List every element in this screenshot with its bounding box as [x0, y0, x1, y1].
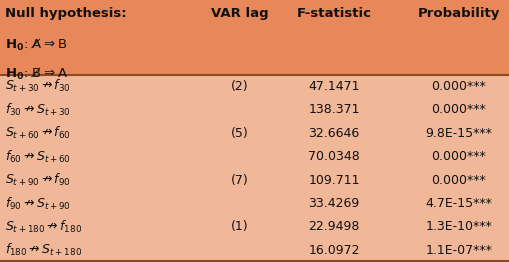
- Text: 16.0972: 16.0972: [308, 244, 359, 257]
- Text: $\mathbf{H_0}$: A$\not\Rightarrow$B: $\mathbf{H_0}$: A$\not\Rightarrow$B: [5, 37, 67, 53]
- Text: (7): (7): [231, 173, 248, 187]
- Text: 0.000***: 0.000***: [431, 173, 486, 187]
- Text: 0.000***: 0.000***: [431, 103, 486, 116]
- Text: VAR lag: VAR lag: [211, 7, 268, 20]
- Bar: [0, 239, 509, 262]
- Bar: [0, 0, 509, 75]
- Bar: [0, 122, 509, 145]
- Text: 22.9498: 22.9498: [308, 220, 359, 233]
- Text: 109.711: 109.711: [308, 173, 359, 187]
- Bar: [0, 98, 509, 122]
- Text: (2): (2): [231, 80, 248, 93]
- Text: $S_{t+60}\nrightarrow f_{60}$: $S_{t+60}\nrightarrow f_{60}$: [5, 125, 71, 141]
- Bar: [0, 168, 509, 192]
- Bar: [0, 75, 509, 98]
- Text: $f_{180}\nrightarrow S_{t+180}$: $f_{180}\nrightarrow S_{t+180}$: [5, 242, 82, 258]
- Text: $f_{30}\nrightarrow S_{t+30}$: $f_{30}\nrightarrow S_{t+30}$: [5, 102, 71, 118]
- Text: 1.1E-07***: 1.1E-07***: [425, 244, 492, 257]
- Bar: [0, 215, 509, 239]
- Text: $S_{t+180}\nrightarrow f_{180}$: $S_{t+180}\nrightarrow f_{180}$: [5, 219, 82, 235]
- Text: 138.371: 138.371: [308, 103, 359, 116]
- Text: $S_{t+30}\nrightarrow f_{30}$: $S_{t+30}\nrightarrow f_{30}$: [5, 78, 71, 94]
- Text: $f_{60}\nrightarrow S_{t+60}$: $f_{60}\nrightarrow S_{t+60}$: [5, 149, 71, 165]
- Text: 47.1471: 47.1471: [308, 80, 359, 93]
- Text: (1): (1): [231, 220, 248, 233]
- Text: Probability: Probability: [417, 7, 499, 20]
- Text: 32.6646: 32.6646: [308, 127, 359, 140]
- Text: $f_{90}\nrightarrow S_{t+90}$: $f_{90}\nrightarrow S_{t+90}$: [5, 195, 71, 211]
- Text: $\mathbf{H_0}$: B$\not\Rightarrow$A: $\mathbf{H_0}$: B$\not\Rightarrow$A: [5, 66, 68, 81]
- Text: (5): (5): [231, 127, 248, 140]
- Text: $S_{t+90}\nrightarrow f_{90}$: $S_{t+90}\nrightarrow f_{90}$: [5, 172, 71, 188]
- Text: 33.4269: 33.4269: [308, 197, 359, 210]
- Text: 9.8E-15***: 9.8E-15***: [425, 127, 492, 140]
- Bar: [0, 192, 509, 215]
- Bar: [0, 145, 509, 168]
- Text: 70.0348: 70.0348: [307, 150, 359, 163]
- Text: F-statistic: F-statistic: [296, 7, 371, 20]
- Text: Null hypothesis:: Null hypothesis:: [5, 7, 126, 20]
- Text: 0.000***: 0.000***: [431, 80, 486, 93]
- Text: 1.3E-10***: 1.3E-10***: [425, 220, 491, 233]
- Text: 0.000***: 0.000***: [431, 150, 486, 163]
- Text: 4.7E-15***: 4.7E-15***: [425, 197, 492, 210]
